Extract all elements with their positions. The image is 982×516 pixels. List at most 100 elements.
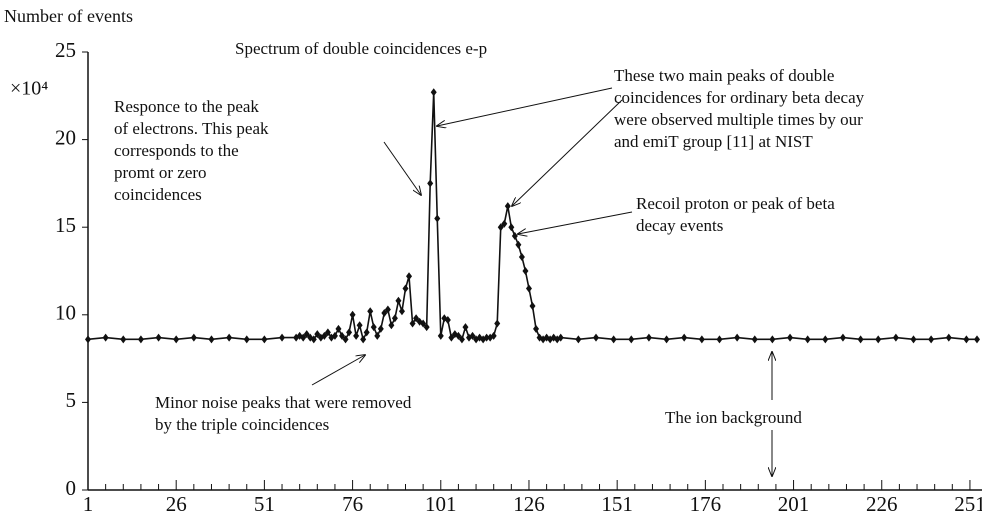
data-point — [963, 335, 970, 344]
data-point — [402, 284, 409, 293]
data-point — [518, 252, 525, 261]
x-tick-label: 76 — [342, 492, 363, 516]
annotation: Recoil proton or peak of beta — [636, 194, 835, 213]
data-point — [575, 335, 582, 344]
data-point — [494, 319, 501, 328]
data-point — [875, 335, 882, 344]
data-point — [769, 335, 776, 344]
annotation: These two main peaks of double — [614, 66, 834, 85]
data-point — [751, 335, 758, 344]
annotation: promt or zero — [114, 163, 207, 182]
data-point — [420, 319, 427, 328]
data-point — [515, 240, 522, 249]
data-point — [173, 335, 180, 344]
data-point — [511, 231, 518, 240]
data-point — [892, 333, 899, 342]
data-point — [448, 333, 455, 342]
data-point — [331, 331, 338, 340]
annotation: were observed multiple times by our — [614, 110, 863, 129]
data-point — [423, 323, 430, 332]
data-point — [437, 331, 444, 340]
data-point — [533, 324, 540, 333]
data-point — [261, 335, 268, 344]
annotation: coincidences — [114, 185, 202, 204]
data-point — [525, 284, 532, 293]
data-point — [384, 305, 391, 314]
data-point — [945, 333, 952, 342]
data-point — [628, 335, 635, 344]
data-point — [398, 307, 405, 316]
data-point — [85, 335, 91, 344]
data-point — [360, 335, 367, 344]
data-point — [346, 328, 353, 337]
data-point — [324, 328, 331, 337]
data-point — [593, 333, 599, 342]
data-point — [349, 310, 356, 319]
x-tick-label: 251 — [954, 492, 982, 516]
data-point — [137, 335, 144, 344]
data-point — [483, 333, 490, 342]
data-point — [839, 333, 846, 342]
data-point — [444, 316, 451, 325]
data-point — [353, 331, 360, 340]
x-tick-label: 201 — [778, 492, 810, 516]
arrows — [311, 87, 772, 476]
data-point — [102, 333, 109, 342]
data-point — [409, 319, 416, 328]
chart-title: Spectrum of double coincidences e-p — [235, 39, 487, 58]
y-scale-label: ×10⁴ — [10, 78, 48, 100]
annotation: Responce to the peak — [114, 97, 259, 116]
data-point — [497, 223, 504, 232]
data-point — [226, 333, 233, 342]
data-point — [928, 335, 935, 344]
annotation: and emiT group [11] at NIST — [614, 132, 813, 151]
data-point — [339, 331, 345, 340]
data-point — [857, 335, 864, 344]
x-tick-label: 126 — [513, 492, 545, 516]
data-point — [374, 331, 381, 340]
data-point — [335, 324, 342, 333]
data-point — [787, 333, 794, 342]
data-point — [208, 335, 215, 344]
y-tick-label: 20 — [55, 125, 76, 149]
data-point — [804, 335, 811, 344]
data-point — [645, 333, 652, 342]
data-point — [469, 331, 476, 340]
data-point — [434, 214, 441, 223]
data-point — [427, 179, 434, 188]
data-point — [663, 335, 670, 344]
annotation: The ion background — [665, 408, 802, 427]
data-point — [413, 314, 420, 323]
data-point — [342, 335, 349, 344]
data-point — [356, 321, 363, 330]
data-point — [381, 309, 388, 318]
y-tick-label: 25 — [55, 38, 76, 62]
annotation: by the triple coincidences — [155, 415, 329, 434]
y-tick-label: 15 — [55, 213, 76, 237]
data-point — [698, 335, 705, 344]
x-tick-label: 51 — [254, 492, 275, 516]
data-point — [310, 335, 317, 344]
annotation: Minor noise peaks that were removed — [155, 393, 412, 412]
data-point — [406, 272, 413, 281]
data-point — [388, 321, 395, 330]
data-point — [363, 328, 370, 337]
data-point — [508, 223, 515, 232]
data-point — [504, 202, 511, 211]
annotation: of electrons. This peak — [114, 119, 269, 138]
data-point — [321, 331, 328, 340]
data-point — [300, 333, 307, 342]
y-tick-label: 5 — [66, 388, 77, 412]
x-tick-label: 176 — [690, 492, 722, 516]
data-point — [974, 335, 980, 344]
data-point — [370, 323, 377, 332]
data-point — [910, 335, 917, 344]
data-point — [395, 296, 402, 305]
x-tick-label: 26 — [166, 492, 187, 516]
data-point — [557, 333, 564, 342]
data-point — [279, 333, 286, 342]
data-point — [303, 330, 310, 339]
data-point — [455, 331, 462, 340]
y-tick-label: 0 — [66, 476, 77, 500]
